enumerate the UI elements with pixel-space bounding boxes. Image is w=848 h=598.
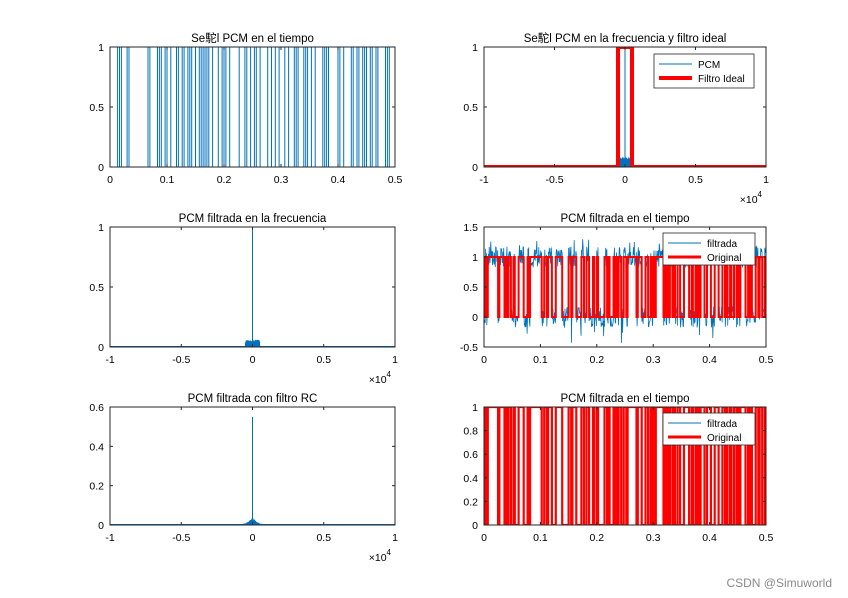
x-tick-label: 0.3 [646, 532, 661, 544]
y-tick-label: 0.5 [89, 102, 104, 114]
x-exponent-label: ×104 [369, 548, 392, 564]
y-tick-label: 0.6 [89, 402, 104, 414]
plot-area [110, 47, 395, 167]
x-tick-label: 0.3 [646, 354, 661, 366]
x-exponent-label: ×104 [369, 370, 392, 386]
x-tick-label: 0.2 [589, 354, 604, 366]
legend-box [662, 232, 756, 266]
x-tick-label: 0 [250, 354, 256, 366]
legend-box [662, 412, 756, 446]
x-tick-label: -1 [105, 354, 114, 366]
chart-title: Se駝l PCM en la frecuencia y filtro ideal [524, 32, 727, 45]
x-tick-label: 0.5 [759, 532, 774, 544]
y-tick-label: 0 [472, 162, 478, 174]
plot-content [484, 239, 766, 343]
x-exponent-power: 4 [387, 370, 392, 379]
x-tick-label: 0.5 [316, 532, 331, 544]
y-tick-label: 0.5 [463, 102, 478, 114]
legend: filtrada Original [662, 232, 756, 266]
chart-title: Se駝l PCM en el tiempo [191, 32, 314, 45]
y-tick-label: 0.4 [463, 473, 478, 485]
x-tick-label: -1 [479, 174, 488, 186]
x-tick-label: 0.5 [688, 174, 703, 186]
y-tick-label: 0.2 [89, 481, 104, 493]
legend: filtrada Original [662, 412, 756, 446]
subplot-5: -1 -0.5 0 0.5 1 0 0.2 0.4 0.6 ×104 PCM filtrada co… [89, 393, 398, 564]
x-tick-label: 0.2 [589, 532, 604, 544]
legend-label: filtrada [707, 239, 737, 250]
y-tick-label: 0 [98, 342, 104, 354]
legend-label: PCM [698, 60, 720, 71]
x-tick-label: 0.5 [316, 354, 331, 366]
y-tick-label: 0.6 [463, 449, 478, 461]
x-tick-label: 0 [250, 532, 256, 544]
legend-label: Original [707, 253, 741, 264]
chart-title: PCM filtrada con filtro RC [188, 393, 318, 405]
subplot-1: 0 0.1 0.2 0.3 0.4 0.5 0 0.5 1 Se駝l PCM en el tiem… [89, 32, 402, 186]
y-tick-label: 0.8 [463, 426, 478, 438]
series-line-original [484, 256, 766, 318]
chart-title: PCM filtrada en el tiempo [560, 393, 689, 405]
x-tick-label: 0 [481, 532, 487, 544]
y-tick-label: 0.4 [89, 441, 104, 453]
y-tick-label: 0 [98, 162, 104, 174]
x-tick-label: 0.5 [388, 174, 403, 186]
x-tick-label: -0.5 [545, 174, 563, 186]
x-exponent-label: ×104 [740, 190, 763, 206]
x-tick-label: 1 [392, 354, 398, 366]
x-tick-label: 1 [763, 174, 769, 186]
y-tick-label: 1 [472, 402, 478, 414]
y-tick-label: 0.2 [463, 496, 478, 508]
y-tick-label: 0.5 [89, 282, 104, 294]
y-tick-label: 0.5 [463, 282, 478, 294]
x-tick-label: 0.4 [702, 354, 717, 366]
y-tick-label: 1.5 [463, 222, 478, 234]
x-exponent-base: ×10 [740, 194, 758, 206]
x-tick-label: 0.5 [759, 354, 774, 366]
x-tick-label: 0.1 [533, 354, 548, 366]
x-tick-label: 0 [481, 354, 487, 366]
y-tick-label: 1 [98, 222, 104, 234]
x-tick-label: -1 [105, 532, 114, 544]
x-exponent-base: ×10 [369, 552, 387, 564]
y-tick-label: 0 [472, 520, 478, 532]
axes-box [483, 406, 767, 526]
x-tick-label: 0 [107, 174, 113, 186]
x-tick-label: 0.3 [274, 174, 289, 186]
chart-title: PCM filtrada en la frecuencia [179, 213, 327, 225]
x-tick-label: 0.4 [702, 532, 717, 544]
legend-label: filtrada [707, 419, 737, 430]
y-tick-label: 0 [98, 520, 104, 532]
x-tick-label: 0.1 [160, 174, 175, 186]
x-tick-label: 0.2 [217, 174, 232, 186]
x-tick-label: 1 [392, 532, 398, 544]
x-tick-label: 0.1 [533, 532, 548, 544]
legend-label: Original [707, 433, 741, 444]
x-exponent-base: ×10 [369, 374, 387, 386]
legend-box [653, 53, 755, 89]
legend-label: Filtro Ideal [698, 74, 745, 85]
y-tick-label: 1 [472, 252, 478, 264]
x-tick-label: -0.5 [172, 532, 190, 544]
y-tick-label: 1 [98, 42, 104, 54]
x-tick-label: 0 [622, 174, 628, 186]
x-exponent-power: 4 [758, 190, 763, 199]
watermark: CSDN @Simuworld [726, 576, 832, 590]
y-tick-label: -0.5 [460, 342, 478, 354]
subplot-6: 0 0.1 0.2 0.3 0.4 0.5 0 0.2 0.4 0.6 0.8 1 PCM filtra… [463, 393, 773, 544]
legend: PCM Filtro Ideal [653, 53, 755, 89]
x-tick-label: -0.5 [172, 354, 190, 366]
series-spectrum-band [244, 339, 261, 347]
y-tick-label: 0 [472, 312, 478, 324]
x-tick-label: 0.4 [331, 174, 346, 186]
x-exponent-power: 4 [387, 548, 392, 557]
y-tick-label: 1 [472, 42, 478, 54]
chart-title: PCM filtrada en el tiempo [560, 213, 689, 225]
